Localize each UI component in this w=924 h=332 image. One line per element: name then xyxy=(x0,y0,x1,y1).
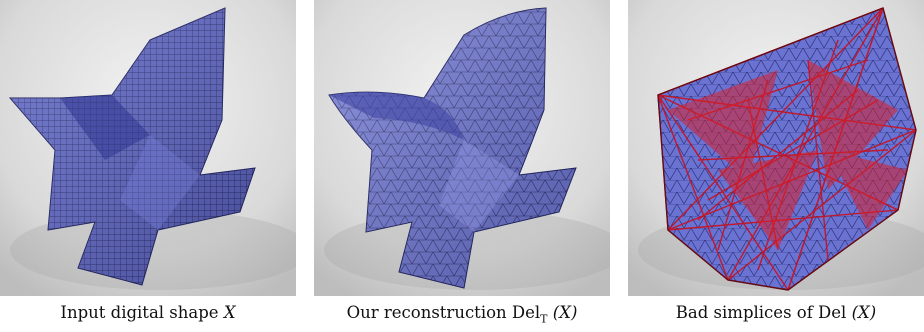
panel-input-shape xyxy=(0,0,296,296)
caption-bad-simplices-text: Bad simplices of Del xyxy=(675,303,847,322)
caption-bad-simplices: Bad simplices of Del (X) xyxy=(628,300,924,326)
caption-bad-simplices-arg: (X) xyxy=(851,303,877,322)
bad-simplices-render xyxy=(628,0,924,296)
reconstruction-mesh-render xyxy=(314,0,610,296)
panel-bad-simplices xyxy=(628,0,924,296)
caption-input-var: X xyxy=(223,303,236,322)
caption-input-shape: Input digital shape X xyxy=(0,300,296,326)
caption-reconstruction-text: Our reconstruction Del xyxy=(346,303,541,322)
caption-reconstruction-sub: T xyxy=(540,312,548,326)
caption-input-text: Input digital shape xyxy=(60,303,219,322)
input-voxel-render xyxy=(0,0,296,296)
panel-reconstruction xyxy=(314,0,610,296)
caption-reconstruction: Our reconstruction DelT (X) xyxy=(314,300,610,332)
caption-reconstruction-arg: (X) xyxy=(552,303,578,322)
